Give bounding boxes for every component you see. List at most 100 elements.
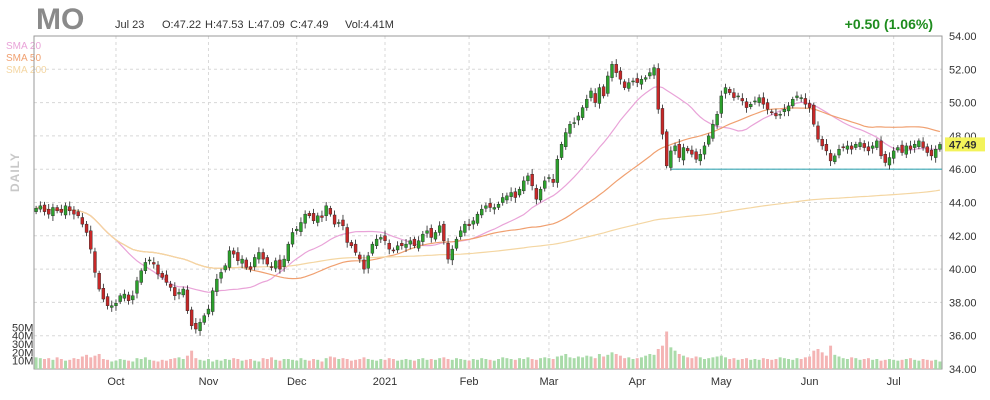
volume-bar bbox=[715, 356, 719, 369]
candle-body bbox=[227, 250, 232, 268]
candle-body bbox=[883, 154, 887, 163]
candle-body bbox=[265, 257, 269, 265]
candle-body bbox=[387, 243, 391, 250]
candle-body bbox=[143, 262, 148, 271]
volume-bar bbox=[913, 359, 917, 369]
volume-bar bbox=[295, 360, 299, 369]
candle-body bbox=[807, 103, 812, 108]
volume-bar bbox=[526, 357, 530, 369]
candle-body bbox=[139, 270, 143, 283]
volume-bar bbox=[64, 360, 67, 369]
ticker-symbol: MO bbox=[36, 3, 85, 36]
candle-body bbox=[622, 81, 627, 88]
candle-body bbox=[303, 213, 307, 224]
candle-body bbox=[673, 145, 677, 152]
volume-bar bbox=[404, 359, 408, 369]
volume-bar bbox=[778, 357, 782, 369]
volume-bar bbox=[438, 358, 442, 369]
volume-bar bbox=[627, 357, 631, 369]
candle-body bbox=[782, 109, 787, 112]
volume-bar bbox=[833, 354, 837, 369]
candle-body bbox=[475, 213, 480, 224]
volume-bar bbox=[858, 359, 862, 369]
volume-bar bbox=[312, 359, 316, 369]
volume-bar bbox=[766, 359, 770, 369]
candle-body bbox=[925, 146, 929, 153]
volume-bar bbox=[249, 359, 252, 369]
volume-bar bbox=[253, 360, 257, 369]
volume-bar bbox=[808, 356, 812, 369]
candle-body bbox=[547, 177, 551, 179]
volume-bar bbox=[131, 361, 135, 369]
candle-body bbox=[686, 148, 690, 152]
volume-bar bbox=[480, 358, 484, 369]
candle-body bbox=[568, 124, 572, 134]
candle-body bbox=[664, 131, 669, 167]
last-price-label: 47.49 bbox=[949, 139, 977, 151]
volume-bar bbox=[703, 359, 706, 369]
volume-tick-label: 30M bbox=[12, 339, 33, 351]
x-tick-label: Jul bbox=[887, 376, 901, 388]
volume-bar bbox=[459, 359, 463, 369]
volume-bar bbox=[686, 357, 690, 369]
volume-bar bbox=[799, 359, 803, 369]
y-tick-label: 44.00 bbox=[949, 198, 977, 210]
candle-body bbox=[210, 290, 215, 312]
candle-body bbox=[896, 147, 900, 151]
volume-bar bbox=[850, 357, 854, 369]
volume-bar bbox=[93, 355, 97, 369]
candle-body bbox=[828, 153, 833, 162]
candle-body bbox=[744, 101, 749, 108]
volume-bar bbox=[127, 360, 131, 369]
volume-bar bbox=[690, 358, 694, 369]
volume-bar bbox=[476, 359, 479, 369]
volume-bar bbox=[854, 358, 858, 369]
candle-body bbox=[316, 215, 320, 223]
candle-body bbox=[59, 208, 63, 213]
x-tick-label: Mar bbox=[539, 376, 558, 388]
volume-bar bbox=[177, 357, 181, 369]
volume-bar bbox=[257, 361, 261, 369]
volume-bar bbox=[110, 361, 114, 369]
sma-50-line bbox=[35, 107, 941, 280]
volume-bar bbox=[362, 357, 366, 369]
candle-body bbox=[639, 79, 644, 85]
volume-bar bbox=[412, 360, 416, 369]
candle-body bbox=[105, 296, 110, 306]
volume-bar bbox=[354, 359, 358, 369]
candle-body bbox=[164, 274, 169, 283]
volume-bar bbox=[396, 360, 400, 369]
volume-bar bbox=[89, 357, 93, 369]
candle-body bbox=[93, 251, 97, 273]
candle-body bbox=[471, 220, 475, 225]
candle-body bbox=[72, 209, 76, 215]
volume-bar bbox=[564, 354, 568, 369]
volume-bar bbox=[320, 361, 324, 369]
candle-body bbox=[908, 145, 913, 150]
volume-bar bbox=[299, 358, 303, 369]
volume-bar bbox=[484, 359, 488, 369]
candle-body bbox=[328, 208, 333, 215]
volume-bar bbox=[572, 358, 576, 369]
volume-bar bbox=[555, 356, 559, 369]
volume-tick-label: 10M bbox=[12, 356, 33, 368]
candle-body bbox=[643, 77, 648, 80]
candle-body bbox=[480, 208, 484, 216]
candle-body bbox=[68, 206, 72, 212]
candle-body bbox=[875, 140, 879, 148]
volume-bar bbox=[652, 354, 656, 369]
candle-body bbox=[677, 144, 681, 158]
volume-bar bbox=[787, 359, 791, 369]
volume-bar bbox=[433, 359, 437, 369]
candle-body bbox=[463, 223, 467, 233]
candle-body bbox=[913, 144, 917, 148]
candle-body bbox=[244, 259, 248, 268]
y-tick-label: 34.00 bbox=[949, 364, 977, 376]
candle-body bbox=[97, 273, 101, 290]
volume-bar bbox=[240, 360, 244, 369]
candle-body bbox=[559, 144, 564, 158]
candle-body bbox=[459, 230, 463, 237]
candle-body bbox=[51, 207, 55, 217]
candle-body bbox=[89, 230, 93, 250]
volume-bar bbox=[122, 359, 126, 369]
